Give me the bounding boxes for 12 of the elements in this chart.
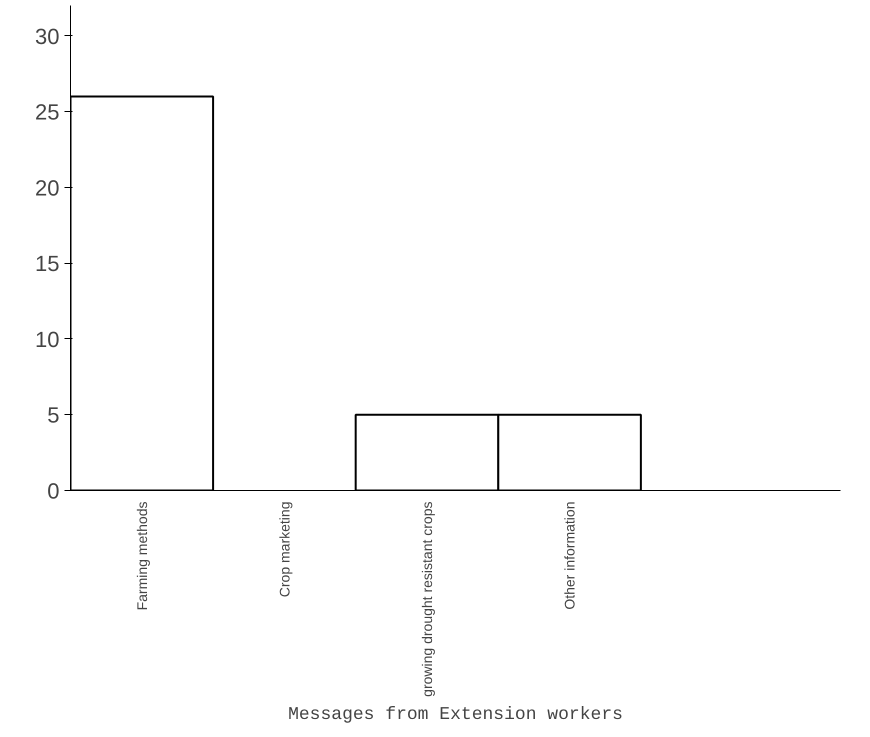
- y-tick-label: 25: [35, 100, 60, 125]
- y-tick-label: 15: [35, 251, 60, 276]
- y-tick-label: 20: [35, 175, 60, 200]
- y-tick-label: 0: [47, 478, 60, 504]
- x-tick-label: growing drought resistant crops: [418, 501, 435, 697]
- x-axis-title: Messages from Extension workers: [288, 704, 623, 725]
- x-tick-label: Farming methods: [134, 501, 150, 610]
- y-tick-label: 5: [47, 402, 60, 428]
- x-tick-label: Crop marketing: [276, 502, 292, 598]
- x-tick-label: Other information: [562, 501, 578, 610]
- y-tick-label: 10: [35, 326, 60, 352]
- y-tick-label: 30: [35, 24, 60, 49]
